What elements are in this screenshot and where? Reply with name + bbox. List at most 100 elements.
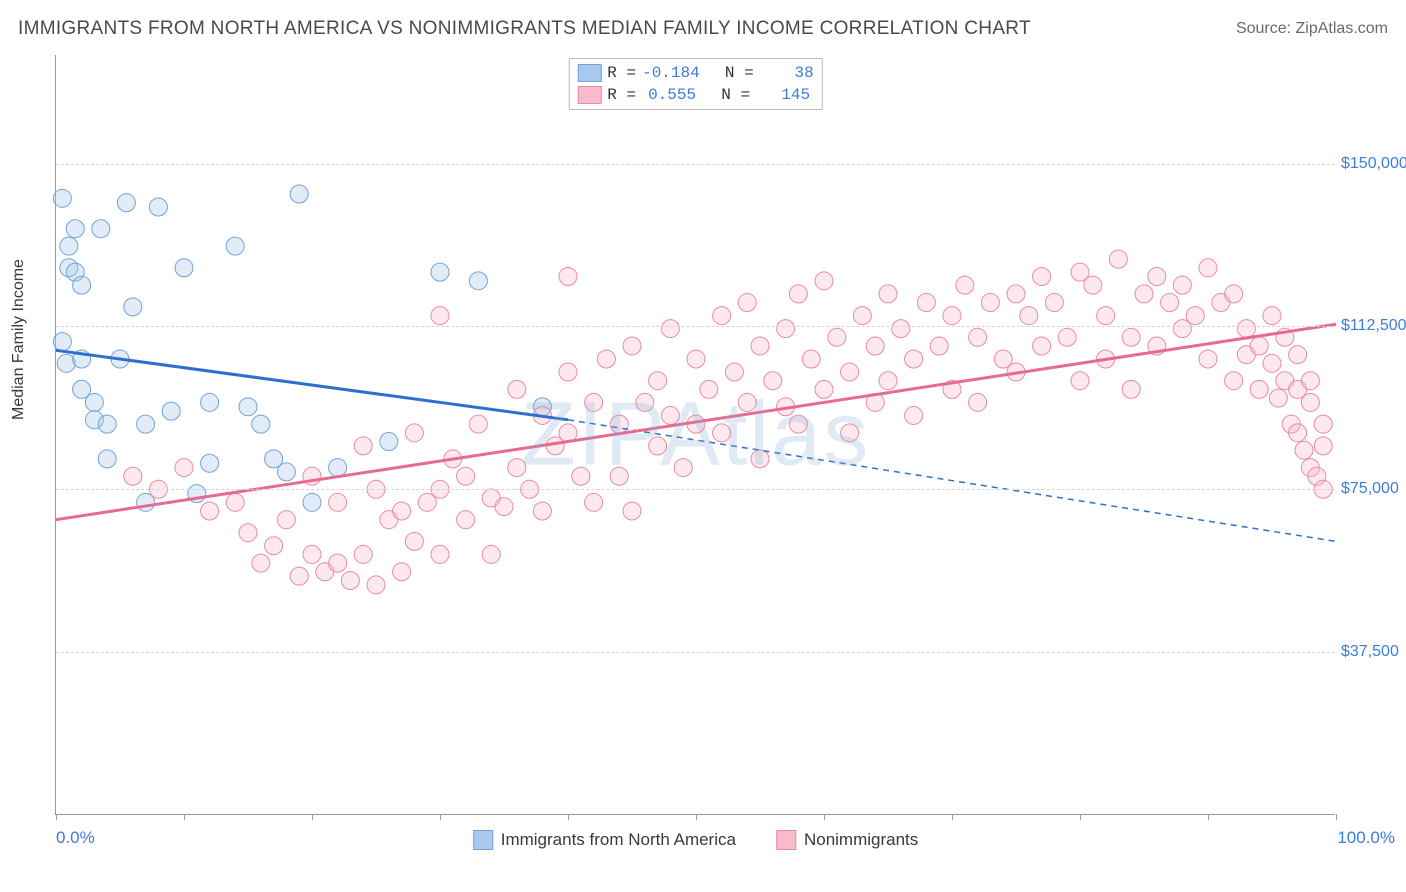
data-point	[751, 450, 769, 468]
chart-svg	[56, 55, 1335, 814]
x-axis-max-label: 100.0%	[1337, 828, 1395, 848]
data-point	[905, 350, 923, 368]
chart-title: IMMIGRANTS FROM NORTH AMERICA VS NONIMMI…	[18, 18, 1031, 40]
data-point	[53, 189, 71, 207]
data-point	[53, 333, 71, 351]
data-point	[124, 298, 142, 316]
y-tick-label: $150,000	[1335, 155, 1405, 173]
data-point	[252, 554, 270, 572]
data-point	[725, 363, 743, 381]
data-point	[1097, 307, 1115, 325]
data-point	[1199, 350, 1217, 368]
series-legend: Immigrants from North AmericaNonimmigran…	[473, 830, 919, 850]
legend-item: Immigrants from North America	[473, 830, 736, 850]
data-point	[277, 463, 295, 481]
data-point	[226, 493, 244, 511]
x-tick	[440, 814, 441, 820]
data-point	[495, 498, 513, 516]
data-point	[866, 337, 884, 355]
data-point	[879, 372, 897, 390]
data-point	[892, 320, 910, 338]
data-point	[789, 285, 807, 303]
data-point	[252, 415, 270, 433]
data-point	[905, 406, 923, 424]
regression-line-extrapolated	[568, 420, 1336, 542]
data-point	[533, 502, 551, 520]
legend-r-value: -0.184	[642, 62, 700, 84]
gridline	[56, 489, 1335, 490]
legend-n-label: N =	[702, 84, 750, 106]
legend-swatch	[473, 830, 493, 850]
data-point	[431, 545, 449, 563]
data-point	[66, 220, 84, 238]
legend-r-label: R =	[607, 84, 636, 106]
data-point	[329, 459, 347, 477]
data-point	[1289, 346, 1307, 364]
data-point	[367, 576, 385, 594]
data-point	[137, 415, 155, 433]
data-point	[1173, 276, 1191, 294]
data-point	[1225, 285, 1243, 303]
data-point	[1289, 424, 1307, 442]
data-point	[572, 467, 590, 485]
data-point	[201, 454, 219, 472]
data-point	[623, 337, 641, 355]
x-tick	[568, 814, 569, 820]
legend-swatch	[776, 830, 796, 850]
data-point	[98, 450, 116, 468]
data-point	[1314, 415, 1332, 433]
data-point	[1161, 294, 1179, 312]
legend-n-value: 145	[756, 84, 810, 106]
data-point	[117, 194, 135, 212]
data-point	[559, 267, 577, 285]
data-point	[85, 393, 103, 411]
data-point	[239, 398, 257, 416]
data-point	[585, 493, 603, 511]
data-point	[175, 459, 193, 477]
regression-line	[56, 350, 568, 419]
data-point	[354, 437, 372, 455]
data-point	[1301, 393, 1319, 411]
data-point	[1295, 441, 1313, 459]
data-point	[610, 415, 628, 433]
data-point	[700, 380, 718, 398]
data-point	[98, 415, 116, 433]
data-point	[815, 380, 833, 398]
data-point	[201, 502, 219, 520]
data-point	[469, 272, 487, 290]
x-tick	[1208, 814, 1209, 820]
x-axis-min-label: 0.0%	[56, 828, 95, 848]
data-point	[393, 502, 411, 520]
x-tick	[696, 814, 697, 820]
data-point	[930, 337, 948, 355]
data-point	[956, 276, 974, 294]
data-point	[341, 571, 359, 589]
data-point	[226, 237, 244, 255]
data-point	[124, 467, 142, 485]
x-tick	[184, 814, 185, 820]
data-point	[597, 350, 615, 368]
data-point	[649, 437, 667, 455]
data-point	[290, 185, 308, 203]
data-point	[1186, 307, 1204, 325]
data-point	[674, 459, 692, 477]
x-tick	[1336, 814, 1337, 820]
data-point	[1301, 372, 1319, 390]
data-point	[751, 337, 769, 355]
data-point	[738, 294, 756, 312]
legend-swatch	[577, 86, 601, 104]
y-tick-label: $37,500	[1335, 643, 1405, 661]
data-point	[969, 328, 987, 346]
data-point	[713, 307, 731, 325]
data-point	[265, 537, 283, 555]
legend-swatch	[577, 64, 601, 82]
data-point	[585, 393, 603, 411]
data-point	[175, 259, 193, 277]
data-point	[879, 285, 897, 303]
data-point	[841, 424, 859, 442]
data-point	[802, 350, 820, 368]
data-point	[92, 220, 110, 238]
data-point	[661, 320, 679, 338]
data-point	[841, 363, 859, 381]
data-point	[482, 545, 500, 563]
